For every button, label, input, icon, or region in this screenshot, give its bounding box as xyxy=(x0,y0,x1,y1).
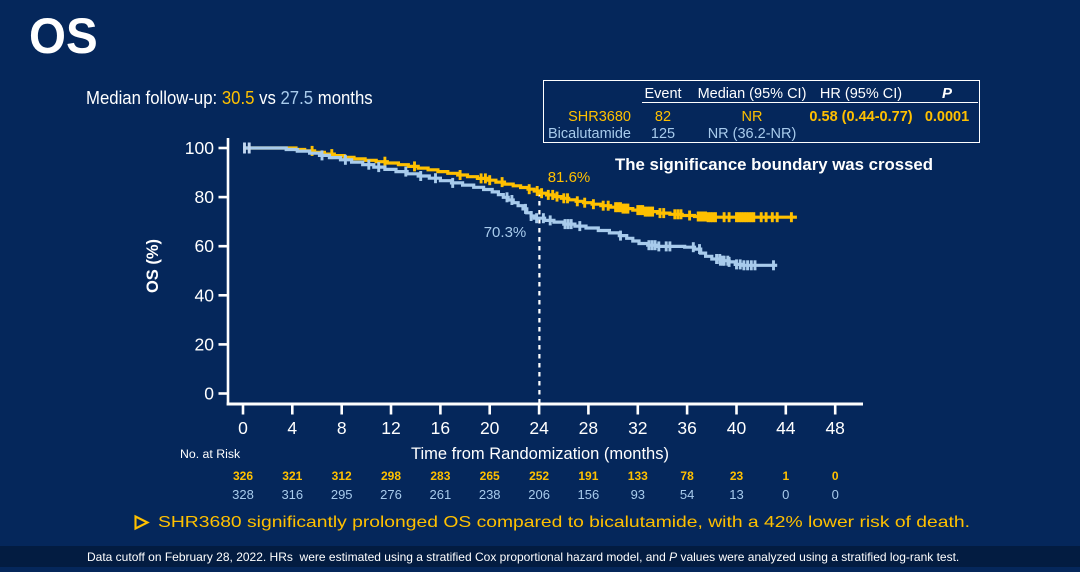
svg-text:60: 60 xyxy=(195,236,215,256)
svg-text:32: 32 xyxy=(628,418,647,438)
svg-text:13: 13 xyxy=(729,487,743,502)
svg-text:20: 20 xyxy=(195,334,215,354)
svg-text:265: 265 xyxy=(480,469,500,483)
svg-text:93: 93 xyxy=(631,487,645,502)
svg-text:100: 100 xyxy=(185,138,214,158)
svg-text:312: 312 xyxy=(332,469,352,483)
svg-text:276: 276 xyxy=(380,487,402,502)
svg-text:40: 40 xyxy=(727,418,747,438)
svg-text:81.6%: 81.6% xyxy=(548,169,591,186)
svg-text:252: 252 xyxy=(529,469,549,483)
svg-text:20: 20 xyxy=(480,418,500,438)
svg-text:Time from Randomization (month: Time from Randomization (months) xyxy=(411,445,669,463)
svg-text:12: 12 xyxy=(381,418,400,438)
svg-text:No. at Risk: No. at Risk xyxy=(180,447,241,461)
svg-text:0: 0 xyxy=(204,384,214,404)
svg-text:1: 1 xyxy=(782,469,789,483)
svg-text:80: 80 xyxy=(195,187,215,207)
svg-text:316: 316 xyxy=(281,487,303,502)
svg-text:0: 0 xyxy=(832,469,839,483)
svg-text:0: 0 xyxy=(832,487,839,502)
svg-text:48: 48 xyxy=(825,418,844,438)
svg-text:298: 298 xyxy=(381,469,401,483)
svg-text:191: 191 xyxy=(578,469,598,483)
svg-text:4: 4 xyxy=(287,418,297,438)
svg-text:OS (%): OS (%) xyxy=(144,239,162,293)
svg-text:23: 23 xyxy=(730,469,744,483)
svg-text:70.3%: 70.3% xyxy=(484,224,527,241)
svg-text:0: 0 xyxy=(782,487,789,502)
svg-text:283: 283 xyxy=(430,469,450,483)
svg-text:0: 0 xyxy=(238,418,248,438)
svg-text:78: 78 xyxy=(680,469,694,483)
svg-text:40: 40 xyxy=(195,285,215,305)
svg-text:16: 16 xyxy=(431,418,450,438)
svg-text:156: 156 xyxy=(578,487,600,502)
svg-text:295: 295 xyxy=(331,487,353,502)
svg-text:206: 206 xyxy=(528,487,550,502)
svg-text:28: 28 xyxy=(579,418,598,438)
svg-text:8: 8 xyxy=(337,418,347,438)
svg-text:321: 321 xyxy=(282,469,302,483)
svg-text:54: 54 xyxy=(680,487,694,502)
svg-text:238: 238 xyxy=(479,487,501,502)
svg-text:44: 44 xyxy=(776,418,796,438)
svg-text:133: 133 xyxy=(628,469,648,483)
svg-text:24: 24 xyxy=(529,418,549,438)
svg-text:36: 36 xyxy=(677,418,696,438)
svg-text:326: 326 xyxy=(233,469,253,483)
svg-text:328: 328 xyxy=(232,487,254,502)
svg-text:261: 261 xyxy=(430,487,452,502)
